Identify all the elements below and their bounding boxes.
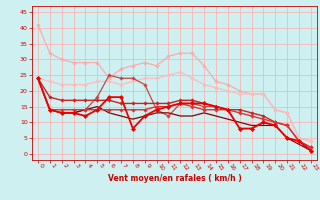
X-axis label: Vent moyen/en rafales ( km/h ): Vent moyen/en rafales ( km/h ) <box>108 174 241 183</box>
